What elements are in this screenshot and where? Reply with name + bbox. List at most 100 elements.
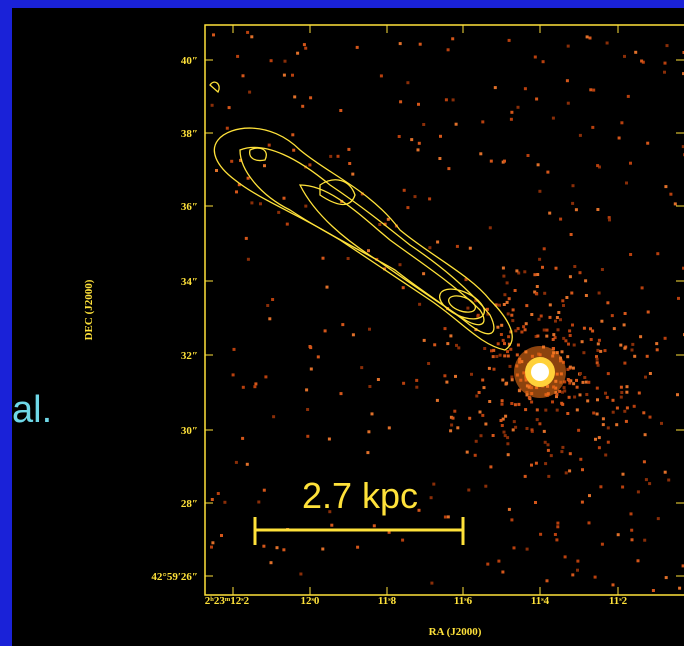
count-pixel [542, 247, 546, 251]
count-pixel [481, 378, 485, 382]
count-pixel [591, 329, 595, 333]
count-pixel [220, 534, 223, 537]
count-pixel [587, 521, 591, 525]
count-pixel [604, 391, 607, 395]
count-pixel [527, 396, 531, 399]
count-pixel [510, 375, 514, 379]
count-pixel [449, 429, 453, 433]
x-tick-label: 11ˢ8 [378, 595, 397, 607]
count-pixel [588, 494, 591, 498]
count-pixel [663, 470, 667, 474]
count-pixel [215, 169, 218, 172]
count-pixel [534, 501, 537, 504]
count-pixel [568, 329, 572, 333]
count-pixel [553, 533, 557, 536]
count-pixel [508, 364, 512, 368]
count-pixel [383, 267, 387, 271]
count-pixel [302, 43, 306, 47]
count-pixel [677, 296, 680, 300]
count-pixel [517, 402, 521, 406]
count-pixel [272, 415, 276, 419]
count-pixel [568, 381, 572, 385]
count-pixel [449, 334, 453, 338]
count-pixel [606, 440, 610, 444]
count-pixel [516, 327, 520, 331]
count-pixel [485, 307, 489, 311]
count-pixel [552, 347, 555, 351]
count-pixel [636, 490, 640, 494]
count-pixel [667, 478, 671, 482]
count-pixel [476, 313, 480, 317]
count-pixel [539, 314, 543, 318]
count-pixel [681, 564, 684, 568]
count-pixel [600, 542, 604, 546]
count-pixel [386, 217, 390, 221]
x-tick-label: 11ˢ2 [609, 595, 628, 607]
count-pixel [468, 246, 472, 250]
count-pixel [328, 510, 332, 514]
count-pixel [505, 281, 509, 285]
count-pixel [597, 291, 601, 295]
count-pixel [351, 172, 355, 176]
count-pixel [510, 378, 514, 382]
count-pixel [323, 329, 327, 333]
count-pixel [474, 439, 478, 443]
count-pixel [543, 291, 547, 295]
count-pixel [500, 399, 504, 403]
count-pixel [267, 143, 271, 147]
count-pixel [517, 389, 521, 393]
count-pixel [606, 372, 610, 376]
count-pixel [309, 367, 313, 371]
count-pixel [439, 134, 442, 138]
x-tick-label: 12ˢ0 [301, 595, 320, 607]
count-pixel [551, 116, 555, 120]
count-pixel [656, 252, 660, 256]
count-pixel [530, 428, 534, 432]
count-pixel [549, 454, 553, 458]
count-pixel [530, 430, 534, 433]
count-pixel [619, 343, 623, 347]
count-pixel [514, 329, 518, 333]
count-pixel [306, 434, 310, 438]
count-pixel [413, 195, 417, 199]
count-pixel [551, 400, 554, 404]
count-pixel [496, 342, 500, 346]
count-pixel [422, 123, 426, 126]
count-pixel [501, 338, 505, 342]
count-pixel [625, 181, 628, 185]
count-pixel [592, 411, 596, 415]
count-pixel [543, 440, 547, 444]
count-pixel [637, 391, 641, 395]
count-pixel [512, 420, 516, 424]
count-pixel [596, 398, 599, 402]
count-pixel [534, 461, 538, 465]
count-pixel [305, 388, 309, 392]
count-pixel [453, 409, 457, 413]
count-pixel [663, 70, 666, 74]
scale-bar-label: 2.7 kpc [302, 475, 418, 516]
count-pixel [336, 154, 340, 158]
count-pixel [565, 79, 569, 83]
count-pixel [433, 343, 437, 347]
count-pixel [269, 59, 273, 63]
count-pixel [509, 347, 513, 351]
count-pixel [509, 330, 513, 334]
count-pixel [488, 400, 492, 403]
count-pixel [515, 353, 519, 357]
count-pixel [309, 96, 313, 100]
count-pixel [511, 319, 515, 323]
count-pixel [559, 318, 562, 322]
count-pixel [501, 378, 505, 382]
count-pixel [545, 328, 549, 332]
count-pixel [484, 422, 488, 426]
count-pixel [535, 418, 539, 422]
count-pixel [232, 347, 236, 351]
count-pixel [268, 317, 272, 321]
count-pixel [562, 304, 565, 307]
count-pixel [406, 206, 410, 210]
count-pixel [507, 297, 511, 301]
count-pixel [234, 460, 238, 464]
count-pixel [509, 117, 513, 121]
count-pixel [506, 436, 510, 440]
count-pixel [329, 154, 333, 158]
